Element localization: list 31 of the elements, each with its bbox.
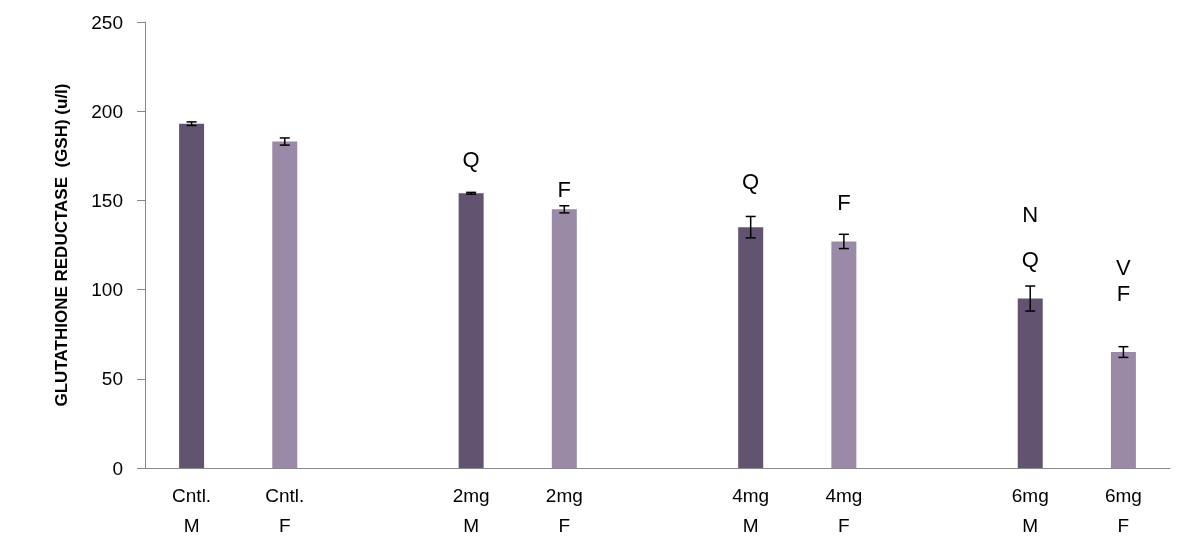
x-tick-label: 2mg F (545, 484, 583, 536)
x-tick-label: Cntl. M (172, 484, 212, 536)
annotation: Q (462, 146, 480, 172)
y-tick-label: 0 (112, 457, 123, 479)
bar (458, 193, 484, 468)
annotation: V (1116, 254, 1132, 280)
y-tick-label: 250 (91, 11, 123, 33)
x-tick-label: 4mg F (825, 484, 863, 536)
annotation: Q (1021, 247, 1039, 273)
annotation: F (837, 189, 851, 215)
x-tick-label: 6mg F (1104, 484, 1142, 536)
x-tick-label: 4mg M (732, 484, 770, 536)
bar (272, 141, 298, 468)
annotation: N (1022, 202, 1039, 228)
bar (831, 241, 857, 468)
y-tick-label: 150 (91, 189, 123, 211)
y-tick-label: 200 (91, 100, 123, 122)
annotation: Q (742, 168, 760, 194)
y-axis-title: GLUTATHIONE REDUCTASE (GSH) (u/l) (52, 83, 71, 407)
bar (551, 209, 577, 468)
bar (1110, 352, 1136, 468)
x-tick-label: Cntl. F (265, 484, 305, 536)
bar (738, 227, 764, 468)
x-tick-label: 6mg M (1011, 484, 1049, 536)
bar (179, 123, 205, 468)
y-tick-label: 50 (101, 368, 123, 390)
x-tick-label: 2mg M (452, 484, 490, 536)
annotation: F (557, 176, 572, 202)
bar (1017, 298, 1043, 468)
annotation: F (1116, 280, 1131, 306)
y-tick-label: 100 (91, 279, 123, 301)
